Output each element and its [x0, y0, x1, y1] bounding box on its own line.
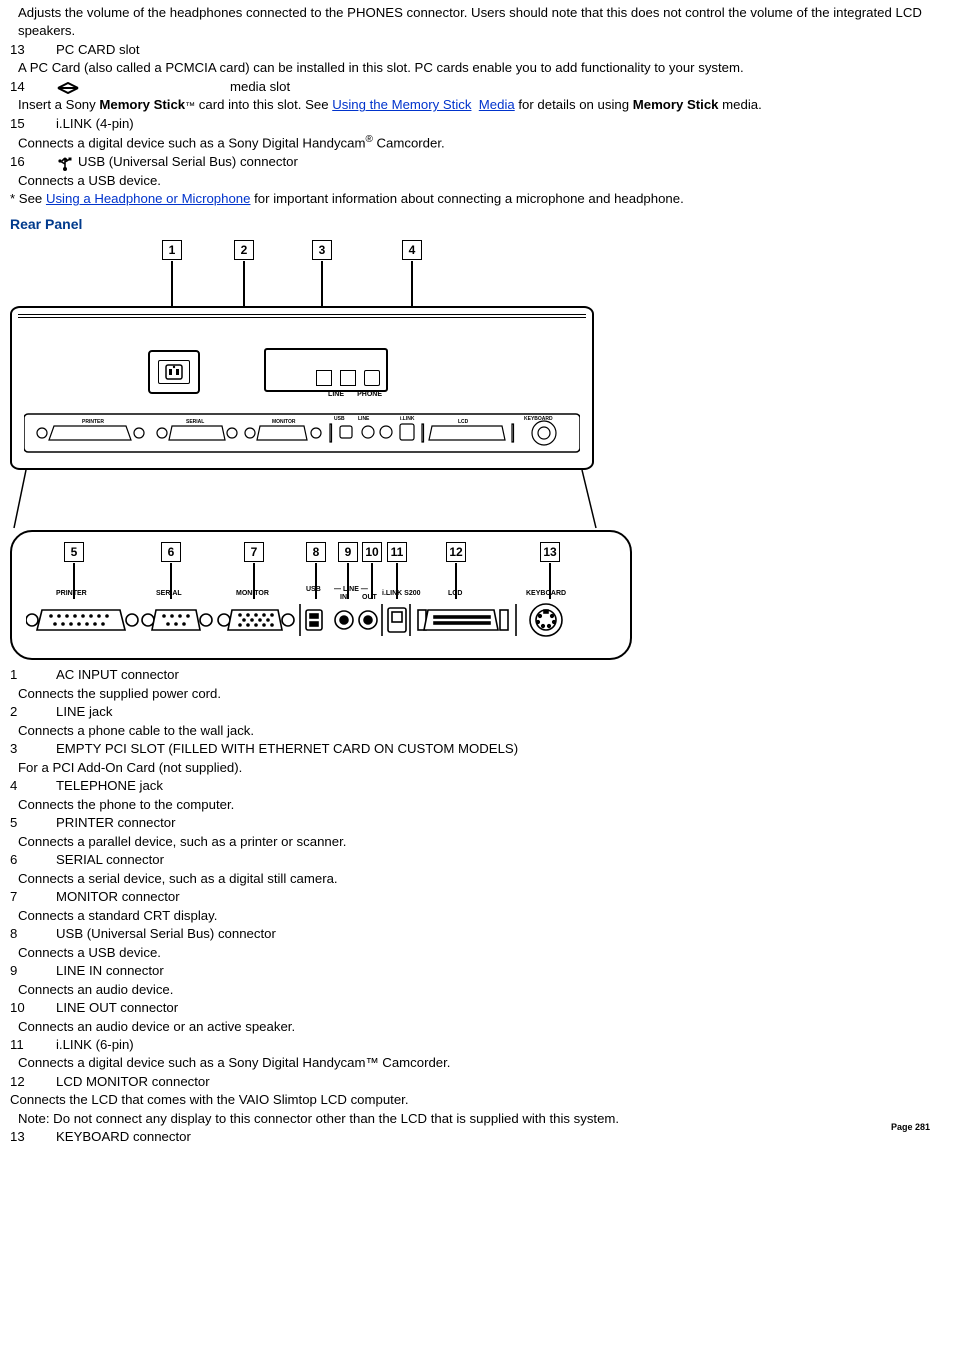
rear-item-10-title: LINE OUT connector	[56, 999, 178, 1017]
link-media[interactable]: Media	[479, 97, 515, 112]
rear-item-8-desc: Connects a USB device.	[18, 944, 944, 962]
footnote: * See Using a Headphone or Microphone fo…	[10, 190, 944, 208]
rear-item-10-desc: Connects an audio device or an active sp…	[18, 1018, 944, 1036]
svg-text:SERIAL: SERIAL	[186, 419, 204, 425]
item13-desc: A PC Card (also called a PCMCIA card) ca…	[18, 59, 944, 77]
rear-item-6-num: 6	[10, 851, 56, 869]
item13-num: 13	[10, 41, 56, 59]
callout-13: 13	[540, 542, 560, 562]
rear-item-2-desc: Connects a phone cable to the wall jack.	[18, 722, 944, 740]
item15-desc: Connects a digital device such as a Sony…	[18, 133, 944, 153]
rear-item-12-note: Note: Do not connect any display to this…	[18, 1110, 944, 1128]
item16-desc: Connects a USB device.	[18, 172, 944, 190]
svg-text:USB: USB	[334, 416, 345, 422]
rear-item-12-title: LCD MONITOR connector	[56, 1073, 210, 1091]
rear-item-9-num: 9	[10, 962, 56, 980]
item16-title: USB (Universal Serial Bus) connector	[78, 153, 298, 171]
page-number: Page 281	[891, 1121, 930, 1134]
rear-item-10-num: 10	[10, 999, 56, 1017]
rear-item-8-title: USB (Universal Serial Bus) connector	[56, 925, 276, 943]
svg-text:PRINTER: PRINTER	[82, 419, 104, 425]
rear-item-11-title: i.LINK (6-pin)	[56, 1036, 134, 1054]
rear-item-7-title: MONITOR connector	[56, 888, 180, 906]
rear-item-4-title: TELEPHONE jack	[56, 777, 163, 795]
item16-num: 16	[10, 153, 56, 171]
item14-num: 14	[10, 78, 56, 96]
rear-item-2-title: LINE jack	[56, 703, 112, 721]
rear-item-3-num: 3	[10, 740, 56, 758]
rear-item-4-num: 4	[10, 777, 56, 795]
rear-item-7-num: 7	[10, 888, 56, 906]
callout-11: 11	[387, 542, 407, 562]
item13-title: PC CARD slot	[56, 41, 140, 59]
rear-item-13-num: 13	[10, 1128, 56, 1146]
rear-item-5-title: PRINTER connector	[56, 814, 175, 832]
rear-item-12-num: 12	[10, 1073, 56, 1091]
rear-item-1-title: AC INPUT connector	[56, 666, 179, 684]
rear-item-6-desc: Connects a serial device, such as a digi…	[18, 870, 944, 888]
usb-icon	[56, 154, 74, 172]
svg-text:i.LINK: i.LINK	[400, 416, 415, 422]
callout-8: 8	[306, 542, 326, 562]
memory-stick-icon	[56, 81, 80, 93]
rear-item-5-num: 5	[10, 814, 56, 832]
callout-2: 2	[234, 240, 254, 260]
callout-6: 6	[161, 542, 181, 562]
rear-item-3-title: EMPTY PCI SLOT (FILLED WITH ETHERNET CAR…	[56, 740, 518, 758]
link-headphone-mic[interactable]: Using a Headphone or Microphone	[46, 191, 251, 206]
rear-item-13-title: KEYBOARD connector	[56, 1128, 191, 1146]
callout-4: 4	[402, 240, 422, 260]
item12-desc: Adjusts the volume of the headphones con…	[18, 4, 944, 41]
item14-title: media slot	[230, 78, 290, 96]
callout-7: 7	[244, 542, 264, 562]
item15-num: 15	[10, 115, 56, 133]
rear-item-1-desc: Connects the supplied power cord.	[18, 685, 944, 703]
rear-item-11-desc: Connects a digital device such as a Sony…	[18, 1054, 944, 1072]
callout-10: 10	[362, 542, 382, 562]
rear-panel-diagram: 1 2 3 4	[10, 240, 600, 660]
item15-title: i.LINK (4-pin)	[56, 115, 134, 133]
heading-rear-panel: Rear Panel	[10, 215, 944, 235]
item14-desc: Insert a Sony Memory Stick™ card into th…	[18, 96, 944, 114]
svg-text:KEYBOARD: KEYBOARD	[524, 416, 553, 422]
svg-text:LCD: LCD	[458, 419, 469, 425]
rear-item-5-desc: Connects a parallel device, such as a pr…	[18, 833, 944, 851]
rear-item-3-desc: For a PCI Add-On Card (not supplied).	[18, 759, 944, 777]
rear-item-8-num: 8	[10, 925, 56, 943]
svg-text:MONITOR: MONITOR	[272, 419, 296, 425]
callout-1: 1	[162, 240, 182, 260]
rear-item-11-num: 11	[10, 1036, 56, 1054]
callout-9: 9	[338, 542, 358, 562]
rear-item-7-desc: Connects a standard CRT display.	[18, 907, 944, 925]
rear-item-1-num: 1	[10, 666, 56, 684]
link-memory-stick[interactable]: Using the Memory Stick	[332, 97, 471, 112]
svg-text:LINE: LINE	[358, 416, 370, 422]
rear-item-4-desc: Connects the phone to the computer.	[18, 796, 944, 814]
callout-5: 5	[64, 542, 84, 562]
callout-3: 3	[312, 240, 332, 260]
rear-item-9-title: LINE IN connector	[56, 962, 164, 980]
callout-12: 12	[446, 542, 466, 562]
rear-item-2-num: 2	[10, 703, 56, 721]
rear-item-6-title: SERIAL connector	[56, 851, 164, 869]
rear-item-9-desc: Connects an audio device.	[18, 981, 944, 999]
rear-item-12-desc: Connects the LCD that comes with the VAI…	[10, 1091, 944, 1109]
